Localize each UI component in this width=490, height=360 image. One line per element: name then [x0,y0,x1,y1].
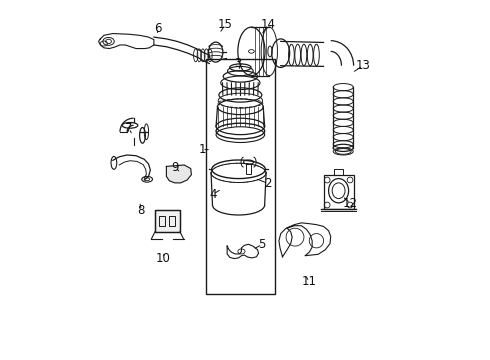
Text: 2: 2 [265,177,272,190]
Text: 15: 15 [218,18,233,31]
Text: 1: 1 [198,143,206,156]
Text: 9: 9 [172,161,179,174]
Text: 7: 7 [125,122,133,135]
Text: 8: 8 [138,204,145,217]
Bar [246,164,251,174]
Text: 3: 3 [234,57,242,71]
Text: 13: 13 [355,59,370,72]
Text: 6: 6 [154,22,161,35]
Bar [206,59,275,294]
Text: 12: 12 [343,197,358,210]
Bar [334,169,343,175]
Bar [169,216,175,226]
Bar [159,216,165,226]
Text: 5: 5 [258,238,266,251]
Text: 11: 11 [302,275,317,288]
Polygon shape [167,165,192,183]
Bar [155,210,180,232]
Bar [323,175,354,209]
Bar [155,210,180,232]
Text: 10: 10 [155,252,171,265]
Text: 14: 14 [261,18,276,31]
Text: 4: 4 [209,188,217,201]
